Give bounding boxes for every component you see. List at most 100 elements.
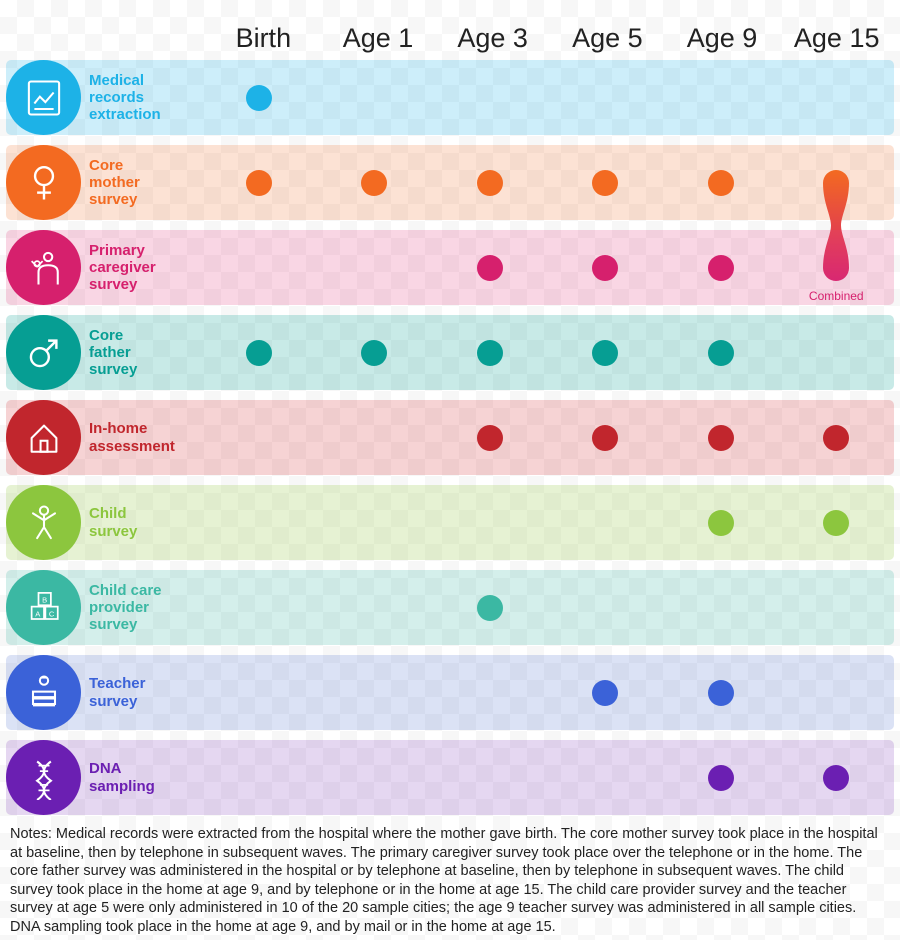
data-dot — [592, 680, 618, 706]
row-core-mother: Coremothersurvey — [6, 145, 894, 220]
data-dot — [823, 425, 849, 451]
dot-cell — [201, 485, 317, 560]
dot-cell — [317, 655, 433, 730]
dot-cell — [317, 740, 433, 815]
dot-cell — [201, 145, 317, 220]
row-label: Child careprovidersurvey — [89, 582, 201, 634]
data-dot — [477, 595, 503, 621]
dot-cell — [663, 60, 779, 135]
dot-cell — [317, 315, 433, 390]
dna-icon — [6, 740, 81, 815]
dot-cell — [548, 570, 664, 645]
timepoint-header: Age 3 — [435, 23, 550, 60]
dot-cell — [317, 570, 433, 645]
dot-cell — [432, 485, 548, 560]
dot-cell — [317, 400, 433, 475]
data-dot — [823, 510, 849, 536]
data-dot — [708, 255, 734, 281]
dot-cell — [779, 740, 895, 815]
data-dot — [708, 170, 734, 196]
data-dot — [708, 425, 734, 451]
dot-cell — [201, 60, 317, 135]
dot-cell — [779, 655, 895, 730]
data-dot — [477, 340, 503, 366]
dot-cell — [432, 655, 548, 730]
dots-area — [201, 60, 894, 135]
timepoint-header: Age 1 — [321, 23, 436, 60]
dot-cell — [779, 400, 895, 475]
dot-cell — [432, 145, 548, 220]
data-dot — [477, 170, 503, 196]
timepoint-header: Birth — [206, 23, 321, 60]
row-label: Corefathersurvey — [89, 327, 201, 379]
dot-cell — [317, 145, 433, 220]
caregiver-icon — [6, 230, 81, 305]
row-label: Coremothersurvey — [89, 157, 201, 209]
combined-label: Combined — [809, 289, 864, 303]
data-dot — [592, 425, 618, 451]
dot-cell — [432, 570, 548, 645]
dot-cell — [432, 60, 548, 135]
dot-cell — [663, 230, 779, 305]
dot-cell — [548, 60, 664, 135]
infographic-container: BirthAge 1Age 3Age 5Age 9Age 15 Medicalr… — [0, 0, 900, 942]
row-label: Medicalrecordsextraction — [89, 72, 201, 124]
child-icon — [6, 485, 81, 560]
dot-cell — [548, 145, 664, 220]
row-label: Primarycaregiversurvey — [89, 242, 201, 294]
row-child-survey: Childsurvey — [6, 485, 894, 560]
row-label: DNAsampling — [89, 760, 201, 795]
records-icon — [6, 60, 81, 135]
dots-area — [201, 400, 894, 475]
dot-cell — [201, 570, 317, 645]
data-dot — [592, 255, 618, 281]
row-teacher-survey: Teachersurvey — [6, 655, 894, 730]
dot-cell — [432, 315, 548, 390]
dot-cell — [548, 655, 664, 730]
dot-cell — [201, 655, 317, 730]
data-dot — [477, 255, 503, 281]
row-label: Teachersurvey — [89, 675, 201, 710]
data-dot — [592, 170, 618, 196]
dot-cell — [663, 740, 779, 815]
dot-cell — [779, 485, 895, 560]
male-icon — [6, 315, 81, 390]
timepoint-header: Age 15 — [779, 23, 894, 60]
dot-cell — [779, 315, 895, 390]
timepoint-header: Age 9 — [665, 23, 780, 60]
home-icon — [6, 400, 81, 475]
dot-cell — [548, 740, 664, 815]
dot-cell — [663, 570, 779, 645]
blocks-icon — [6, 570, 81, 645]
dots-area — [201, 485, 894, 560]
dot-cell — [779, 145, 895, 220]
row-medical-records: Medicalrecordsextraction — [6, 60, 894, 135]
dot-cell — [317, 230, 433, 305]
dot-cell: Combined — [779, 230, 895, 305]
dot-cell — [663, 145, 779, 220]
row-label: In-homeassessment — [89, 420, 201, 455]
row-in-home: In-homeassessment — [6, 400, 894, 475]
data-dot — [708, 340, 734, 366]
dots-area: Combined — [201, 230, 894, 305]
dots-area — [201, 740, 894, 815]
dots-area — [201, 315, 894, 390]
data-dot — [708, 765, 734, 791]
dot-cell — [432, 400, 548, 475]
row-child-care-provider: Child careprovidersurvey — [6, 570, 894, 645]
dot-cell — [779, 570, 895, 645]
data-dot — [823, 765, 849, 791]
notes-text: Notes: Medical records were extracted fr… — [6, 825, 894, 936]
header-row: BirthAge 1Age 3Age 5Age 9Age 15 — [6, 10, 894, 60]
female-icon — [6, 145, 81, 220]
data-dot — [477, 425, 503, 451]
row-core-father: Corefathersurvey — [6, 315, 894, 390]
teacher-icon — [6, 655, 81, 730]
dot-cell — [317, 485, 433, 560]
dots-area — [201, 655, 894, 730]
data-dot — [246, 85, 272, 111]
dot-cell — [201, 315, 317, 390]
dot-cell — [663, 655, 779, 730]
dots-area — [201, 145, 894, 220]
dot-cell — [432, 230, 548, 305]
